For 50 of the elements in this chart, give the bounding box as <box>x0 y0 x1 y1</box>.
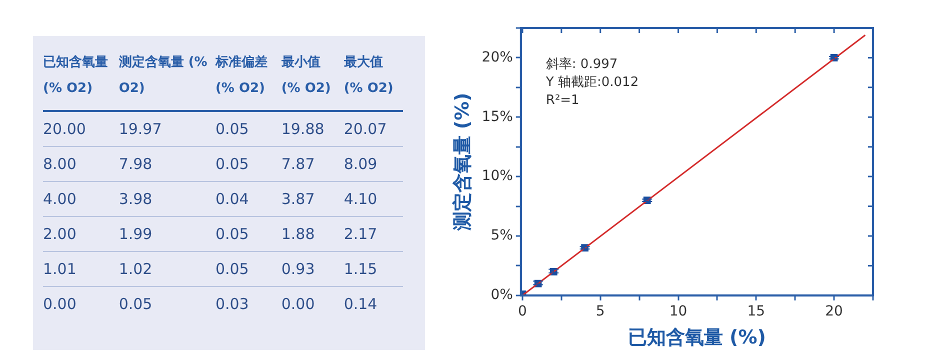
y-tick-label: 15% <box>482 108 513 125</box>
text: 4.10 <box>344 189 378 210</box>
text: 0.05 <box>215 154 250 175</box>
y-tick-label: 10% <box>482 168 513 184</box>
text: 8.09 <box>344 154 378 175</box>
x-tick-label: 5 <box>596 303 605 320</box>
text: 标准偏差 (% O2) <box>215 54 268 98</box>
y-axis-title: 测定含氧量 (%) <box>451 92 474 232</box>
text: 1.01 <box>43 259 78 280</box>
text: 已知含氧量 (% O2) <box>43 54 109 98</box>
text: 7.98 <box>118 154 154 175</box>
text: 7.87 <box>281 154 316 175</box>
text: 1.15 <box>344 259 378 280</box>
text: 19.88 <box>281 119 326 140</box>
text: 1.99 <box>118 224 154 245</box>
text: 0.04 <box>215 189 250 210</box>
x-tick-label: 10 <box>669 303 688 320</box>
text: 0.05 <box>215 224 250 245</box>
text: 最大值 (% O2) <box>344 54 394 98</box>
text: 0.05 <box>215 119 250 140</box>
text: 20.00 <box>43 119 87 140</box>
text: 0.93 <box>281 259 316 280</box>
text: 0.05 <box>215 259 250 280</box>
annotation: Y 轴截距:0.012 <box>544 74 639 90</box>
text: 3.98 <box>118 189 154 210</box>
x-tick-label: 20 <box>825 303 843 320</box>
text: 19.97 <box>118 119 163 140</box>
x-tick-label: 0 <box>518 303 527 320</box>
text: 0.05 <box>118 294 154 315</box>
x-axis-title: 已知含氧量 (%) <box>628 326 766 349</box>
text: 0.03 <box>215 294 250 315</box>
y-tick-label: 20% <box>482 49 513 66</box>
text: 3.87 <box>281 189 316 210</box>
text: 0.00 <box>43 294 78 315</box>
text: 1.02 <box>118 259 154 280</box>
text: 4.00 <box>43 189 78 210</box>
text: 0.00 <box>281 294 316 315</box>
annotation: 斜率: 0.997 <box>546 56 618 72</box>
text: 0.14 <box>344 294 378 315</box>
x-tick-label: 15 <box>747 303 766 320</box>
text: 2.00 <box>43 224 78 245</box>
text: 1.88 <box>281 224 316 245</box>
text: 最小值 (% O2) <box>281 54 332 98</box>
text: 测定含氧量 (% O2) <box>118 54 208 98</box>
text: 20.07 <box>344 119 388 140</box>
y-tick-label: 0% <box>490 287 513 304</box>
text: 2.17 <box>344 224 378 245</box>
y-tick-label: 5% <box>490 228 513 244</box>
annotation: R²=1 <box>546 92 580 108</box>
text: 8.00 <box>43 154 78 175</box>
